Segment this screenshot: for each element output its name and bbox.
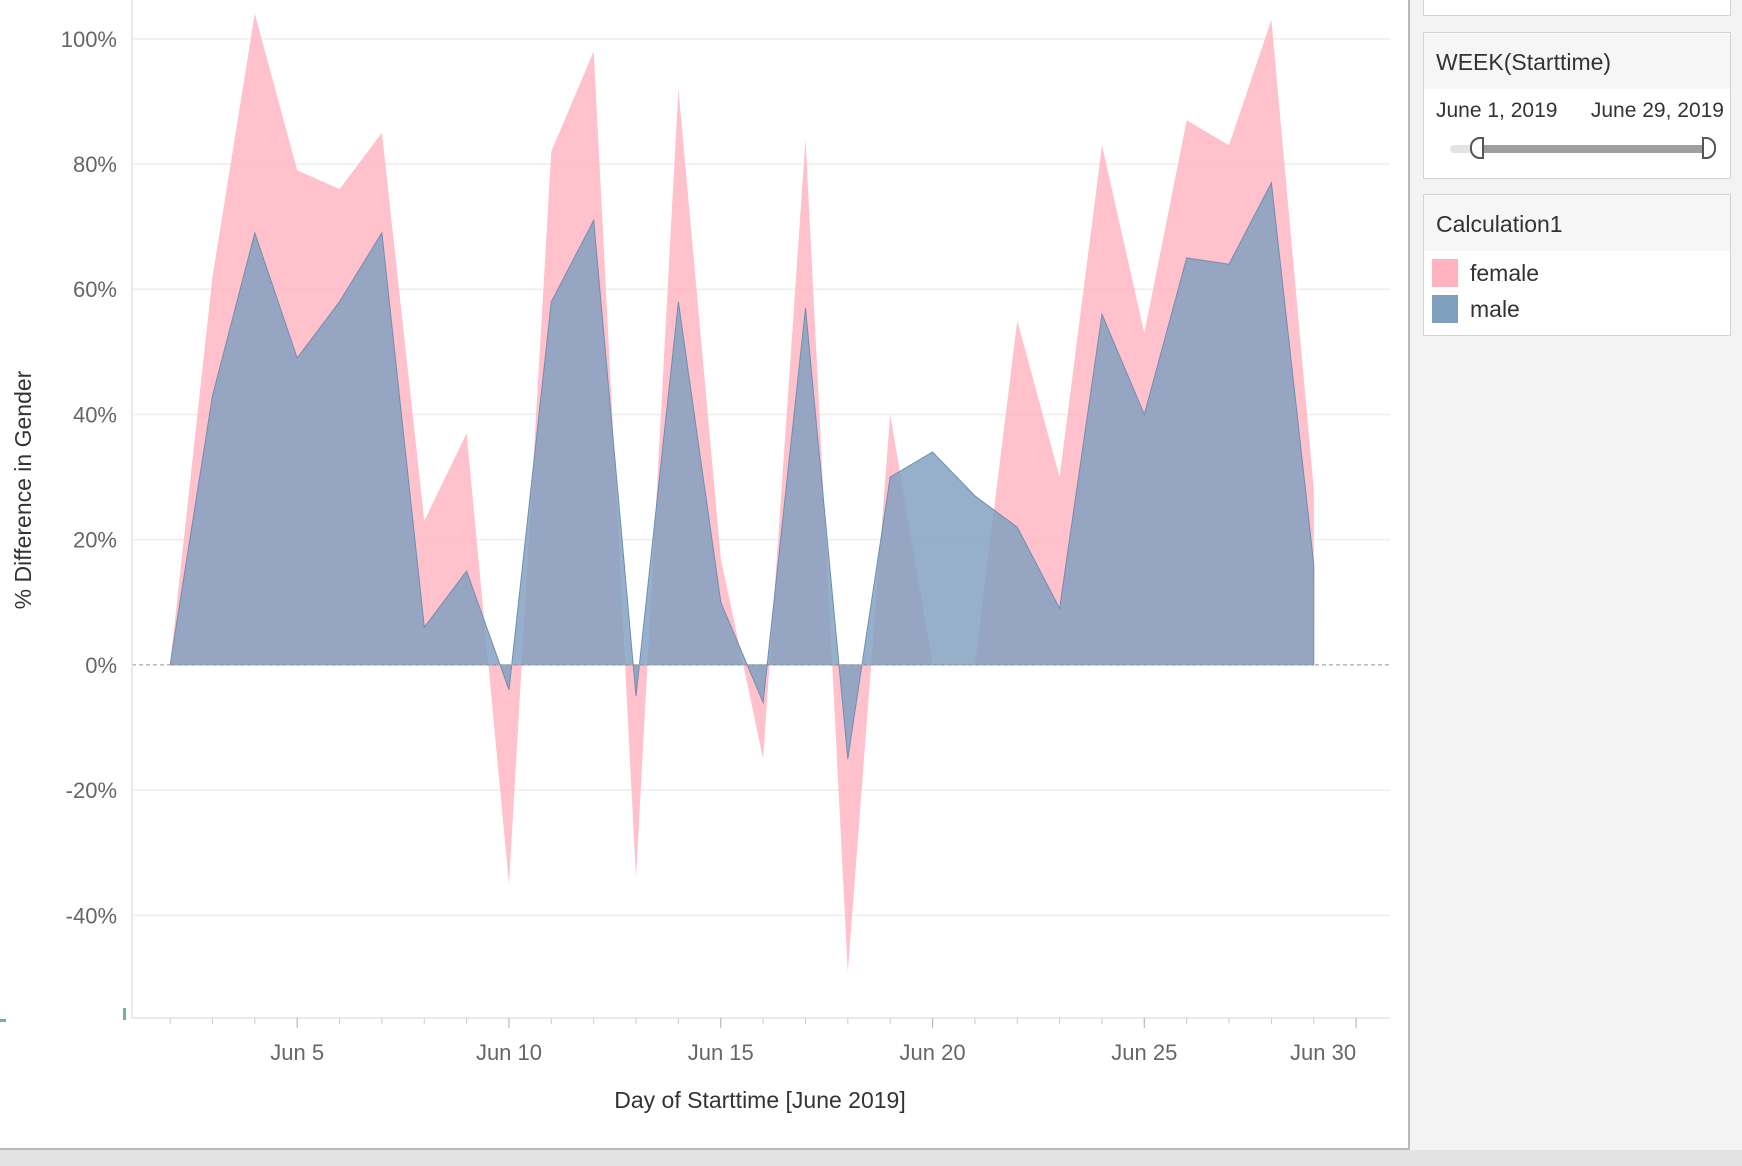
y-tick-label: 100% xyxy=(61,27,117,52)
x-tick-label: Jun 15 xyxy=(688,1040,754,1065)
range-end-label: June 29, 2019 xyxy=(1590,99,1724,122)
filter-title: WEEK(Starttime) xyxy=(1424,33,1730,89)
x-tick-label: Jun 30 xyxy=(1290,1040,1356,1065)
legend-swatch-male xyxy=(1432,295,1458,323)
y-tick-label: 0% xyxy=(85,653,117,678)
collapsed-card xyxy=(1423,0,1731,16)
legend-item-male[interactable]: male xyxy=(1432,293,1520,325)
corner-mark-axis xyxy=(123,1008,126,1020)
week-filter-card[interactable]: WEEK(Starttime) June 1, 2019 June 29, 20… xyxy=(1423,32,1731,179)
y-tick-label: 20% xyxy=(73,528,117,553)
range-start-handle[interactable] xyxy=(1470,137,1484,159)
axes: 100% 80% 60% 40% 20% 0% -20% -40% Jun 5 Jun 10 Jun… xyxy=(0,0,1390,1065)
filter-range-labels: June 1, 2019 June 29, 2019 xyxy=(1436,99,1724,123)
range-start-label: June 1, 2019 xyxy=(1436,99,1558,122)
color-legend-card: Calculation1 female male xyxy=(1423,194,1731,336)
series-layer xyxy=(169,13,1315,972)
range-slider-fill xyxy=(1475,145,1703,153)
y-tick-label: -20% xyxy=(66,778,117,803)
legend-title: Calculation1 xyxy=(1424,195,1730,251)
x-tick-label: Jun 5 xyxy=(270,1040,324,1065)
range-end-handle[interactable] xyxy=(1702,137,1716,159)
side-panel: WEEK(Starttime) June 1, 2019 June 29, 20… xyxy=(1410,0,1742,1166)
legend-swatch-female xyxy=(1432,259,1458,287)
legend-item-female[interactable]: female xyxy=(1432,257,1539,289)
area-male[interactable] xyxy=(169,181,1315,759)
corner-mark-left xyxy=(0,1019,6,1022)
x-tick-label: Jun 10 xyxy=(476,1040,542,1065)
legend-label-female: female xyxy=(1470,259,1540,286)
x-tick-label: Jun 25 xyxy=(1111,1040,1177,1065)
y-tick-label: -40% xyxy=(66,903,117,928)
bottom-strip xyxy=(0,1150,1742,1166)
legend-label-male: male xyxy=(1470,295,1520,322)
x-tick-label: Jun 20 xyxy=(900,1040,966,1065)
y-tick-label: 60% xyxy=(73,277,117,302)
area-chart: 100% 80% 60% 40% 20% 0% -20% -40% Jun 5 Jun 10 Jun… xyxy=(0,0,1390,1113)
y-tick-label: 80% xyxy=(73,152,117,177)
y-axis-title: % Difference in Gender xyxy=(10,370,36,609)
y-tick-label: 40% xyxy=(73,402,117,427)
x-axis-title: Day of Starttime [June 2019] xyxy=(614,1087,906,1113)
chart-area: 100% 80% 60% 40% 20% 0% -20% -40% Jun 5 Jun 10 Jun… xyxy=(0,0,1410,1150)
